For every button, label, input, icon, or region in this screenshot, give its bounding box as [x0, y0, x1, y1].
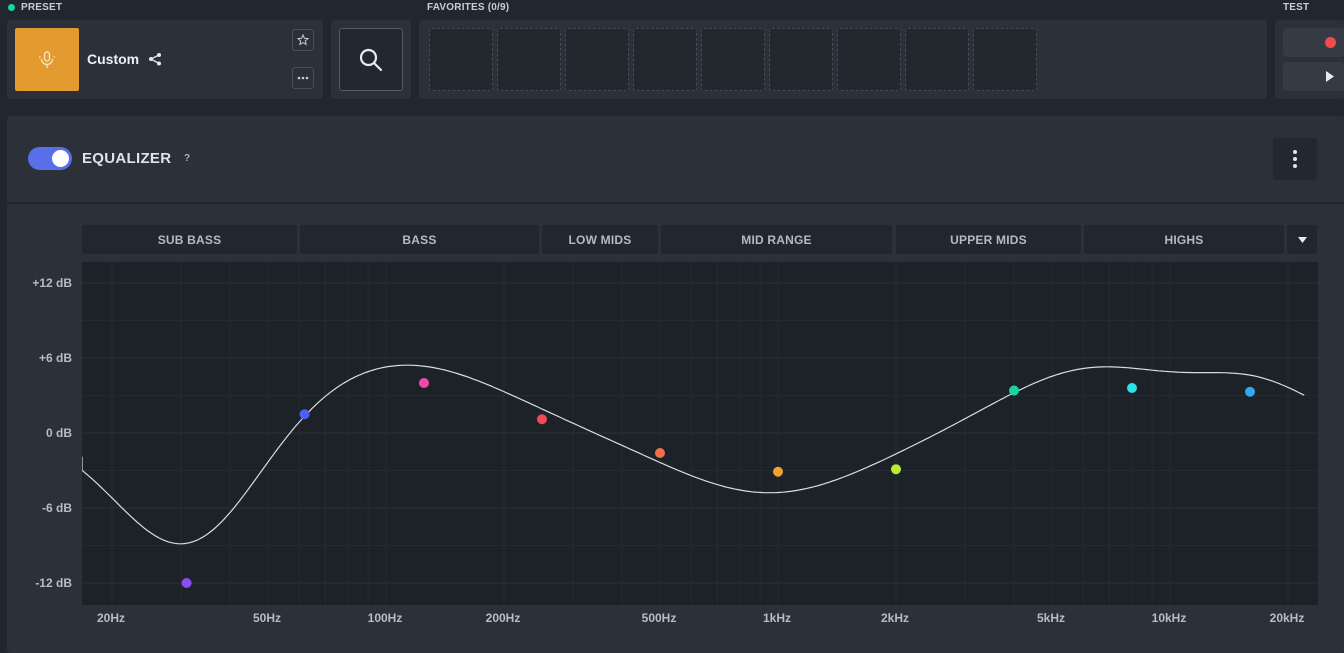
y-tick-label: +6 dB: [38, 351, 72, 365]
equalizer-curve-canvas[interactable]: [81, 245, 1318, 621]
eq-band-handle-9[interactable]: [1127, 383, 1138, 393]
x-tick-label: 10kHz: [1151, 611, 1187, 625]
x-tick-label: 20Hz: [96, 611, 125, 625]
kebab-dot-icon: [1293, 150, 1297, 154]
eq-band-handle-7[interactable]: [891, 464, 901, 475]
band-upper-mids[interactable]: UPPER MIDS: [896, 225, 1081, 254]
x-tick-label: 20kHz: [1269, 611, 1305, 625]
y-tick-label: 0 dB: [45, 426, 72, 440]
x-tick-label: 2kHz: [880, 611, 909, 625]
equalizer-graph[interactable]: [81, 245, 1318, 621]
bands-dropdown-button[interactable]: [1287, 225, 1317, 254]
preset-panel: Custom: [7, 20, 323, 99]
band-low-mids[interactable]: LOW MIDS: [542, 225, 658, 254]
x-tick-label: 5kHz: [1036, 611, 1065, 625]
band-highs[interactable]: HIGHS: [1084, 225, 1284, 254]
eq-band-handle-5[interactable]: [654, 448, 665, 458]
equalizer-toggle[interactable]: [28, 147, 72, 170]
status-dot-icon: [8, 4, 15, 11]
kebab-dot-icon: [1293, 157, 1297, 161]
star-icon: [297, 34, 309, 46]
eq-response-curve: [81, 364, 1305, 545]
x-tick-label: 500Hz: [641, 611, 677, 625]
eq-band-handle-3[interactable]: [418, 378, 429, 388]
eq-band-handle-4[interactable]: [536, 414, 547, 425]
favorite-slot[interactable]: [633, 28, 697, 91]
play-icon: [1326, 71, 1334, 82]
preset-name[interactable]: Custom: [87, 51, 140, 67]
x-tick-label: 200Hz: [485, 611, 521, 625]
toggle-knob: [52, 150, 69, 167]
preset-section-label: PRESET: [8, 2, 62, 13]
favorites-section-label: FAVORITES (0/9): [427, 2, 510, 13]
eq-band-handle-8[interactable]: [1009, 385, 1020, 396]
divider: [7, 202, 1344, 204]
eq-band-handle-1[interactable]: [181, 578, 192, 588]
preset-more-button[interactable]: [292, 67, 314, 89]
eq-band-handle-10[interactable]: [1245, 386, 1256, 397]
kebab-dot-icon: [1293, 164, 1297, 168]
grid-lines: [82, 245, 1318, 621]
y-tick-label: -6 dB: [42, 501, 72, 515]
eq-band-handle-2[interactable]: [299, 409, 310, 420]
preset-icon-button[interactable]: [15, 28, 79, 91]
play-test-button[interactable]: [1283, 62, 1344, 91]
search-icon: [359, 48, 383, 71]
share-icon[interactable]: [148, 52, 162, 66]
x-tick-label: 1kHz: [762, 611, 791, 625]
equalizer-menu-button[interactable]: [1273, 138, 1317, 180]
favorite-slot[interactable]: [973, 28, 1037, 91]
x-tick-label: 50Hz: [252, 611, 281, 625]
band-mid-range[interactable]: MID RANGE: [661, 225, 892, 254]
help-icon[interactable]: ?: [184, 153, 191, 164]
favorite-slot[interactable]: [905, 28, 969, 91]
caret-down-icon: [1297, 236, 1307, 243]
favorite-star-button[interactable]: [292, 29, 314, 51]
favorite-slot[interactable]: [701, 28, 765, 91]
y-tick-label: -12 dB: [35, 576, 72, 590]
favorites-panel: [419, 20, 1267, 99]
band-sub-bass[interactable]: SUB BASS: [82, 225, 297, 254]
favorite-slot[interactable]: [837, 28, 901, 91]
favorite-slot[interactable]: [497, 28, 561, 91]
record-test-button[interactable]: [1283, 28, 1344, 57]
equalizer-title: EQUALIZER: [82, 150, 172, 167]
favorite-slot[interactable]: [429, 28, 493, 91]
band-bass[interactable]: BASS: [300, 225, 539, 254]
x-tick-label: 100Hz: [367, 611, 403, 625]
y-tick-label: +12 dB: [32, 276, 72, 290]
preset-label-text: PRESET: [21, 2, 63, 13]
microphone-icon: [39, 50, 55, 68]
record-icon: [1325, 37, 1336, 48]
ellipsis-icon: [297, 76, 309, 80]
eq-band-handle-6[interactable]: [772, 466, 783, 477]
favorite-slot[interactable]: [565, 28, 629, 91]
test-panel: [1275, 20, 1344, 99]
search-panel: [331, 20, 411, 99]
search-button[interactable]: [339, 28, 403, 91]
equalizer-panel: EQUALIZER ? SUB BASS BASS LOW MIDS MID R…: [7, 116, 1344, 653]
test-section-label: TEST: [1283, 2, 1310, 13]
favorite-slot[interactable]: [769, 28, 833, 91]
